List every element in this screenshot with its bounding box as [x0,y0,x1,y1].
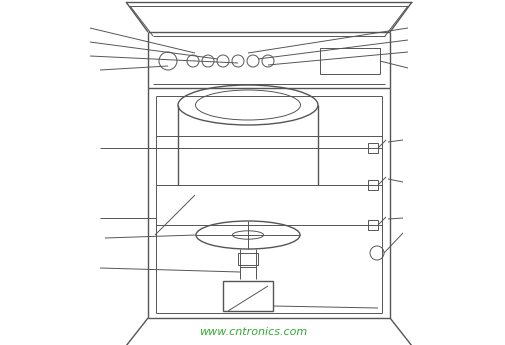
Bar [319,48,379,74]
Bar [367,180,377,190]
Bar [367,220,377,230]
Bar [367,143,377,153]
Bar [237,253,258,265]
Text: www.cntronics.com: www.cntronics.com [198,327,307,337]
Bar [223,281,273,311]
